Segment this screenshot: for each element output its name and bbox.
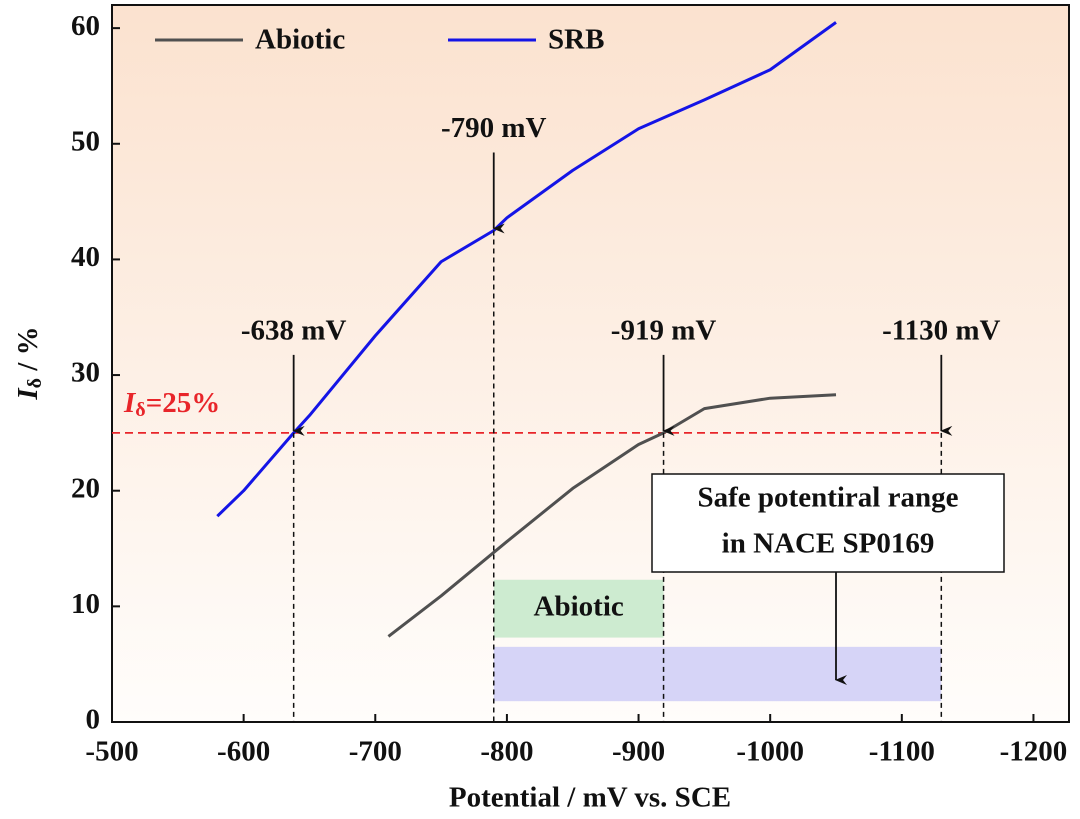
y-tick-label: 0 (86, 704, 101, 736)
y-label-sub: δ (24, 378, 46, 388)
marker-label: -919 mV (611, 315, 717, 347)
y-tick-label: 40 (71, 241, 100, 273)
note-box: Safe potentiral range in NACE SP0169 (651, 473, 1005, 573)
legend-label: SRB (548, 24, 604, 56)
threshold-label-sub: δ (135, 398, 145, 420)
marker-label: -638 mV (241, 315, 347, 347)
legend-label: Abiotic (255, 24, 345, 56)
y-tick-label: 30 (71, 357, 100, 389)
note-line: Safe potentiral range (698, 482, 959, 514)
series-line (387, 393, 837, 638)
threshold-label: Iδ=25% (123, 387, 220, 421)
threshold-label-rest: =25% (146, 387, 221, 419)
x-tick-label: -1000 (736, 736, 804, 768)
note-line: in NACE SP0169 (722, 528, 935, 560)
y-tick-label: 60 (71, 10, 100, 42)
region-label: Abiotic (534, 590, 624, 622)
x-tick-label: -800 (480, 736, 533, 768)
region (493, 579, 664, 638)
y-tick-label: 50 (71, 125, 100, 157)
y-tick-label: 10 (71, 588, 100, 620)
note-frame (651, 473, 1005, 573)
x-axis-label: Potential / mV vs. SCE (449, 782, 731, 814)
x-tick-label: -700 (349, 736, 402, 768)
marker-label: -1130 mV (882, 315, 1000, 347)
y-axis-label: Iδ / % (12, 326, 46, 400)
region (493, 646, 942, 702)
y-tick-label: 20 (71, 472, 100, 504)
threshold-label-main: I (123, 387, 137, 419)
y-label-rest: / % (12, 326, 44, 378)
x-tick-label: -600 (217, 736, 270, 768)
marker-label: -790 mV (441, 112, 547, 144)
y-label-main: I (12, 387, 44, 401)
x-tick-label: -900 (612, 736, 665, 768)
x-tick-label: -500 (85, 736, 138, 768)
x-tick-label: -1100 (869, 736, 935, 768)
x-tick-label: -1200 (1000, 736, 1068, 768)
